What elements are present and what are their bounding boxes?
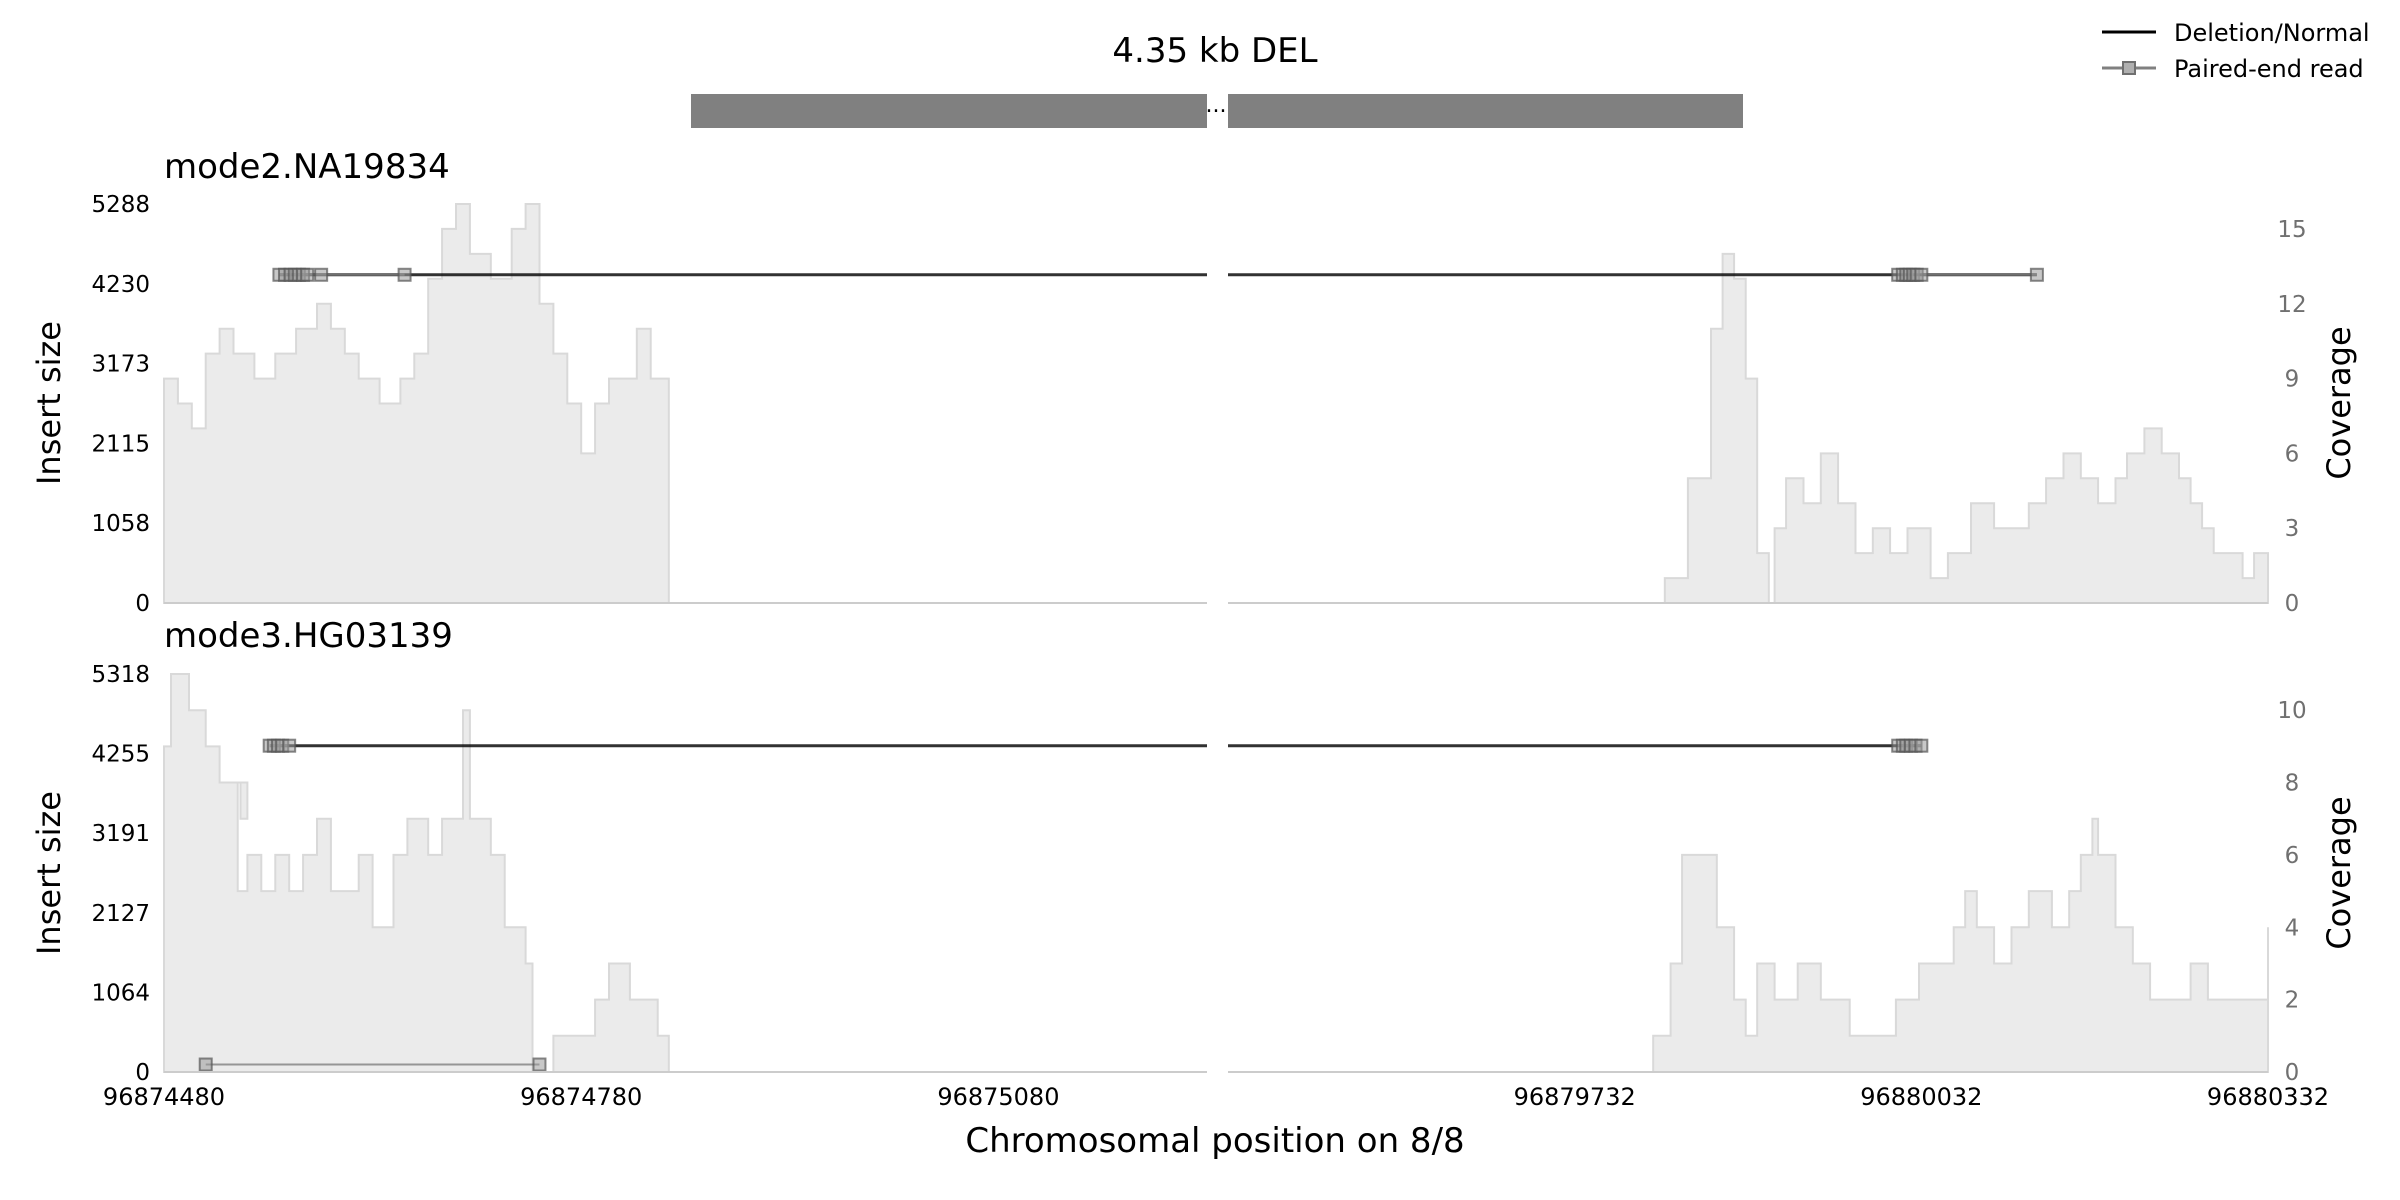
insert-tick-label: 2115 (91, 431, 150, 457)
coverage-tick-label: 2 (2285, 988, 2300, 1014)
insert-tick-label: 2127 (91, 901, 150, 927)
x-tick-label: 96875080 (937, 1083, 1059, 1111)
panel-mode2: mode2.NA19834 Insert size Coverage 0 1058… (30, 147, 2358, 617)
x-axis-label: Chromosomal position on 8/8 (965, 1121, 1464, 1161)
read-marker (397, 267, 412, 282)
insert-tick-label: 1058 (91, 511, 150, 537)
legend-label-deletion: Deletion/Normal (2174, 19, 2370, 47)
coverage-area-seg1 (163, 673, 670, 1073)
insert-tick-label: 5288 (91, 192, 150, 218)
insert-tick-label: 1064 (91, 980, 150, 1006)
read-marker (314, 267, 329, 282)
coverage-tick-label: 8 (2285, 771, 2300, 797)
read-marker (1914, 738, 1929, 753)
insert-tick-label: 0 (135, 1060, 150, 1086)
deletion-schematic: ... (691, 93, 1743, 128)
panel-mode3: mode3.HG03139 Insert size Coverage 01064… (30, 616, 2358, 1086)
coverage-tick-label: 12 (2277, 292, 2306, 318)
deletion-bar-left (691, 94, 1207, 128)
insert-tick-label: 0 (135, 591, 150, 617)
coverage-tick-label: 3 (2285, 516, 2300, 542)
read-marker (300, 267, 315, 282)
read-marker (282, 738, 297, 753)
chart-title: 4.35 kb DEL (1112, 31, 1317, 71)
coverage-tick-label: 6 (2285, 441, 2300, 467)
x-tick-label: 96874480 (103, 1083, 225, 1111)
y-axis-label-insert: Insert size (30, 791, 68, 955)
coverage-area-seg2 (1228, 252, 2269, 604)
deletion-bar-right (1228, 94, 1743, 128)
y-axis-label-coverage: Coverage (2320, 326, 2358, 479)
read-marker (1914, 267, 1929, 282)
coverage-area-seg2 (1228, 817, 2269, 1073)
coverage-tick-label: 6 (2285, 843, 2300, 869)
legend-label-read: Paired-end read (2174, 55, 2364, 83)
panel-title: mode3.HG03139 (164, 616, 453, 656)
coverage-tick-label: 9 (2285, 367, 2300, 393)
insert-tick-label: 4230 (91, 272, 150, 298)
x-tick-label: 96879732 (1514, 1083, 1636, 1111)
x-axis-ticks: 96874480 96874780 96875080 96879732 96880032… (103, 1083, 2329, 1111)
coverage-tick-label: 15 (2277, 217, 2306, 243)
read-marker (2029, 267, 2044, 282)
coverage-tick-label: 4 (2285, 915, 2300, 941)
deletion-gap-marker: ... (1206, 93, 1227, 118)
coverage-area-seg1 (163, 203, 670, 604)
read-marker (198, 1057, 213, 1072)
insert-tick-label: 5318 (91, 662, 150, 688)
y-axis-label-coverage: Coverage (2320, 796, 2358, 949)
insert-tick-label: 3191 (91, 821, 150, 847)
x-tick-label: 96880032 (1860, 1083, 1982, 1111)
coverage-tick-label: 10 (2277, 698, 2306, 724)
panel-title: mode2.NA19834 (164, 147, 450, 187)
insert-tick-label: 4255 (91, 742, 150, 768)
legend: Deletion/Normal Paired-end read (2102, 19, 2370, 83)
legend-swatch-read-marker (2122, 61, 2136, 75)
coverage-tick-label: 0 (2285, 1060, 2300, 1086)
read-marker (532, 1057, 547, 1072)
coverage-tick-label: 0 (2285, 591, 2300, 617)
x-tick-label: 96880332 (2207, 1083, 2329, 1111)
y-axis-label-insert: Insert size (30, 321, 68, 485)
x-tick-label: 96874780 (520, 1083, 642, 1111)
insert-tick-label: 3173 (91, 352, 150, 378)
